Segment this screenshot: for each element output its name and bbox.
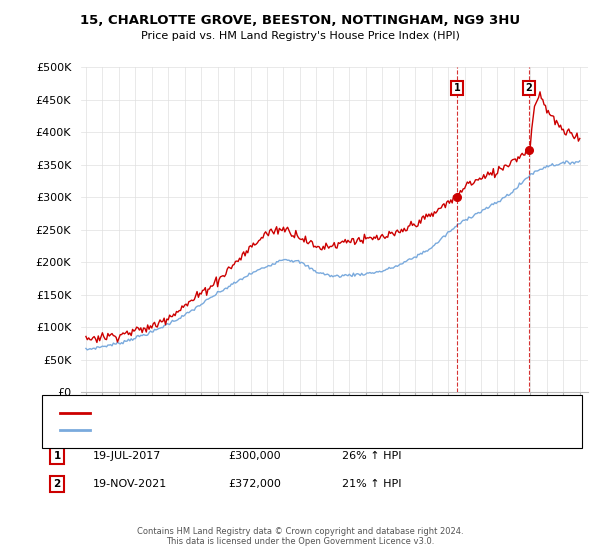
- Text: 15, CHARLOTTE GROVE, BEESTON, NOTTINGHAM, NG9 3HU (detached house): 15, CHARLOTTE GROVE, BEESTON, NOTTINGHAM…: [96, 408, 476, 418]
- Text: 1: 1: [454, 83, 461, 93]
- Text: 2: 2: [53, 479, 61, 489]
- Text: £372,000: £372,000: [228, 479, 281, 489]
- Text: 1: 1: [53, 451, 61, 461]
- Text: HPI: Average price, detached house, Broxtowe: HPI: Average price, detached house, Brox…: [96, 424, 323, 435]
- Text: 19-JUL-2017: 19-JUL-2017: [93, 451, 161, 461]
- Text: £300,000: £300,000: [228, 451, 281, 461]
- Text: Price paid vs. HM Land Registry's House Price Index (HPI): Price paid vs. HM Land Registry's House …: [140, 31, 460, 41]
- Text: 15, CHARLOTTE GROVE, BEESTON, NOTTINGHAM, NG9 3HU: 15, CHARLOTTE GROVE, BEESTON, NOTTINGHAM…: [80, 14, 520, 27]
- Text: Contains HM Land Registry data © Crown copyright and database right 2024.
This d: Contains HM Land Registry data © Crown c…: [137, 526, 463, 546]
- Text: 21% ↑ HPI: 21% ↑ HPI: [342, 479, 401, 489]
- Text: 2: 2: [526, 83, 532, 93]
- Text: 26% ↑ HPI: 26% ↑ HPI: [342, 451, 401, 461]
- Text: 19-NOV-2021: 19-NOV-2021: [93, 479, 167, 489]
